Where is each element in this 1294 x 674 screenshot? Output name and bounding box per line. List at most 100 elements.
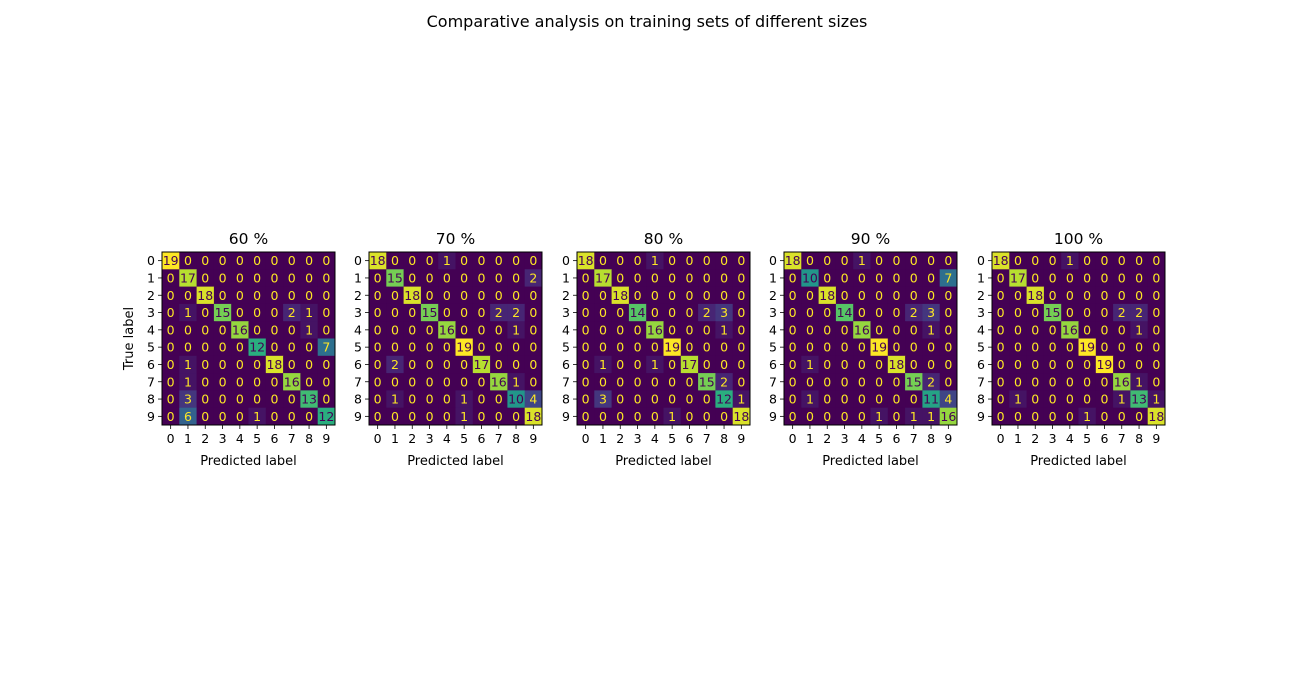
cell-value-label: 0 — [374, 340, 382, 355]
heatmap-cell — [524, 355, 543, 374]
cell-value-label: 0 — [582, 409, 590, 424]
cell-value-label: 0 — [426, 392, 434, 407]
cell-value-label: 19 — [664, 340, 680, 355]
heatmap-cell — [507, 286, 526, 305]
x-tick-label: 4 — [236, 431, 244, 446]
y-tick-label: 6 — [354, 357, 362, 372]
cell-value-label: 3 — [927, 305, 935, 320]
cell-value-label: 19 — [871, 340, 887, 355]
cell-value-label: 0 — [685, 322, 693, 337]
heatmap-cell — [992, 373, 1010, 391]
heatmap-cell — [1095, 269, 1114, 287]
cell-value-label: 0 — [582, 357, 590, 372]
cell-value-label: 0 — [253, 392, 261, 407]
x-tick-label: 0 — [582, 431, 590, 446]
cell-value-label: 0 — [236, 374, 244, 389]
heatmap-cell — [1061, 321, 1079, 339]
heatmap-cell — [283, 390, 301, 409]
y-tick-label: 8 — [562, 392, 570, 407]
cell-value-label: 0 — [1118, 357, 1126, 372]
cell-value-label: 10 — [508, 392, 524, 407]
cell-value-label: 0 — [460, 357, 468, 372]
cell-value-label: 0 — [685, 409, 693, 424]
heatmap-cell — [472, 303, 491, 322]
heatmap-cell — [818, 407, 837, 426]
x-tick-label: 4 — [858, 431, 866, 446]
cell-value-label: 0 — [253, 322, 261, 337]
cell-value-label: 16 — [1062, 322, 1078, 337]
cell-value-label: 0 — [201, 392, 209, 407]
heatmap-cell — [1009, 321, 1027, 339]
heatmap-cell — [438, 390, 456, 409]
heatmap-cell — [162, 321, 180, 339]
heatmap-cell — [386, 321, 404, 339]
heatmap-cell — [784, 407, 802, 426]
cell-value-label: 0 — [582, 392, 590, 407]
heatmap-cell — [611, 407, 630, 426]
heatmap-cell — [248, 286, 267, 305]
x-tick-label: 5 — [253, 431, 261, 446]
heatmap-cell — [1078, 252, 1097, 270]
cell-value-label: 2 — [288, 305, 296, 320]
y-tick-label: 7 — [977, 374, 985, 389]
cell-value-label: 0 — [875, 392, 883, 407]
cell-value-label: 0 — [651, 270, 659, 285]
y-tick-label: 6 — [977, 357, 985, 372]
heatmap-cell — [887, 252, 906, 270]
heatmap-cell — [835, 355, 854, 374]
heatmap-cell — [248, 269, 267, 287]
heatmap-cell — [1026, 390, 1045, 409]
cell-value-label: 0 — [841, 270, 849, 285]
cell-value-label: 0 — [651, 392, 659, 407]
heatmap-cell — [179, 338, 197, 357]
heatmap-cell — [248, 338, 267, 357]
cell-value-label: 0 — [477, 288, 485, 303]
cell-value-label: 0 — [582, 305, 590, 320]
cell-value-label: 0 — [201, 409, 209, 424]
x-tick-label: 1 — [184, 431, 192, 446]
heatmap-cell — [1026, 355, 1045, 374]
cell-value-label: 0 — [823, 392, 831, 407]
heatmap-cell — [369, 321, 387, 339]
cell-value-label: 0 — [408, 322, 416, 337]
x-tick-label: 8 — [927, 431, 935, 446]
heatmap-cell — [490, 252, 508, 270]
heatmap-cell — [438, 373, 456, 391]
cell-value-label: 2 — [529, 270, 537, 285]
cell-value-label: 0 — [426, 270, 434, 285]
heatmap-cell — [507, 373, 526, 391]
heatmap-cell — [179, 303, 197, 322]
y-tick-label: 3 — [147, 305, 155, 320]
heatmap-cell — [853, 355, 871, 374]
x-tick-label: 2 — [823, 431, 831, 446]
heatmap-cell — [248, 373, 267, 391]
heatmap-cell — [646, 373, 664, 391]
heatmap-cell — [801, 355, 819, 374]
cell-value-label: 0 — [374, 374, 382, 389]
heatmap-cell — [265, 252, 284, 270]
heatmap-cell — [698, 321, 716, 339]
cell-value-label: 0 — [1152, 305, 1160, 320]
heatmap-cell — [196, 390, 215, 409]
y-tick-label: 8 — [769, 392, 777, 407]
heatmap-cell — [887, 269, 906, 287]
heatmap-cell — [420, 355, 439, 374]
y-tick-label: 5 — [147, 340, 155, 355]
cell-value-label: 0 — [599, 253, 607, 268]
heatmap-cell — [248, 252, 267, 270]
cell-value-label: 0 — [737, 270, 745, 285]
cell-value-label: 0 — [288, 409, 296, 424]
cell-value-label: 0 — [1100, 270, 1108, 285]
heatmap-cell — [265, 269, 284, 287]
cell-value-label: 0 — [1066, 409, 1074, 424]
heatmap-cell — [698, 269, 716, 287]
cell-value-label: 15 — [215, 305, 231, 320]
cell-value-label: 0 — [219, 357, 227, 372]
cell-value-label: 0 — [789, 357, 797, 372]
cell-value-label: 0 — [1118, 270, 1126, 285]
heatmap-cell — [715, 390, 734, 409]
x-tick-label: 6 — [1100, 431, 1108, 446]
cell-value-label: 0 — [201, 357, 209, 372]
cell-value-label: 16 — [284, 374, 300, 389]
heatmap-cell — [1147, 303, 1166, 322]
